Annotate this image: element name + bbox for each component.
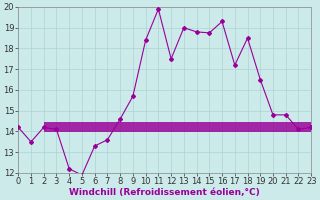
X-axis label: Windchill (Refroidissement éolien,°C): Windchill (Refroidissement éolien,°C)	[69, 188, 260, 197]
